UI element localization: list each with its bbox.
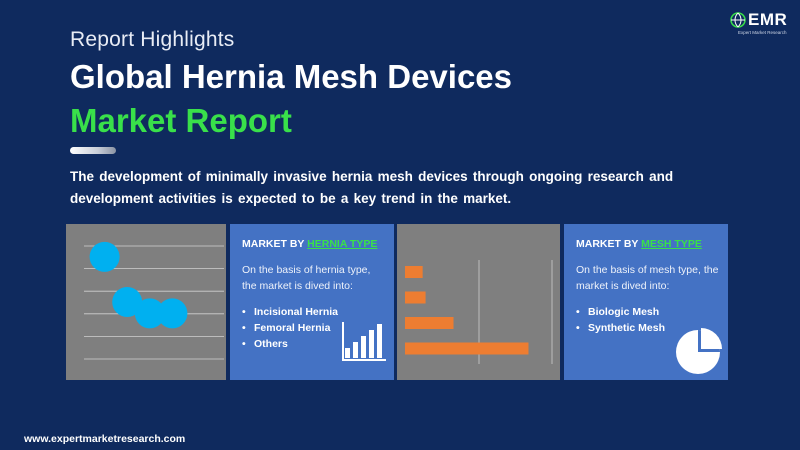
card-intro: On the basis of hernia type, the market … bbox=[242, 264, 371, 292]
page-title: Global Hernia Mesh Devices bbox=[70, 58, 513, 95]
card-heading-highlight: HERNIA TYPE bbox=[307, 238, 378, 250]
bar-chart-icon bbox=[342, 322, 386, 361]
footer-url: www.expertmarketresearch.com bbox=[24, 433, 186, 445]
segment-list: Biologic Mesh Synthetic Mesh bbox=[576, 304, 665, 336]
description: The development of minimally invasive he… bbox=[70, 169, 674, 206]
page-title-highlight: Market Report bbox=[70, 102, 292, 139]
pie-chart-icon bbox=[676, 328, 722, 374]
hernia-type-card: MARKET BY HERNIA TYPE On the basis of he… bbox=[230, 224, 394, 380]
card-heading: MARKET BY HERNIA TYPE bbox=[242, 238, 377, 250]
card-heading-prefix: MARKET BY bbox=[242, 238, 308, 250]
card-heading-prefix: MARKET BY bbox=[576, 238, 642, 250]
list-item: Biologic Mesh bbox=[576, 304, 665, 320]
bar-chart bbox=[405, 260, 553, 364]
bar bbox=[405, 266, 423, 278]
card-heading: MARKET BY MESH TYPE bbox=[576, 238, 702, 250]
scatter-point bbox=[134, 298, 165, 329]
scatter-point bbox=[157, 298, 188, 329]
mesh-type-card: MARKET BY MESH TYPE On the basis of mesh… bbox=[564, 224, 728, 380]
bar bbox=[405, 342, 529, 355]
list-item: Incisional Hernia bbox=[242, 304, 338, 320]
scatter-chart-panel bbox=[66, 224, 226, 380]
bar bbox=[405, 317, 454, 329]
subtitle: Report Highlights bbox=[70, 28, 235, 51]
scatter-point bbox=[89, 241, 120, 272]
bar-chart-panel bbox=[397, 224, 560, 380]
card-heading-highlight: MESH TYPE bbox=[641, 238, 702, 250]
logo-tagline: Expert Market Research bbox=[738, 30, 787, 35]
segment-list: Incisional Hernia Femoral Hernia Others bbox=[242, 304, 338, 352]
card-intro: On the basis of mesh type, the market is… bbox=[576, 264, 719, 292]
title-underline bbox=[70, 147, 116, 154]
bar bbox=[405, 291, 426, 304]
scatter-point bbox=[112, 287, 143, 318]
logo-text: EMR bbox=[748, 10, 788, 29]
list-item: Femoral Hernia bbox=[242, 320, 338, 336]
list-item: Others bbox=[242, 336, 338, 352]
logo: EMR Expert Market Research bbox=[730, 8, 792, 38]
scatter-chart bbox=[84, 241, 224, 360]
globe-icon bbox=[730, 12, 746, 28]
list-item: Synthetic Mesh bbox=[576, 320, 665, 336]
